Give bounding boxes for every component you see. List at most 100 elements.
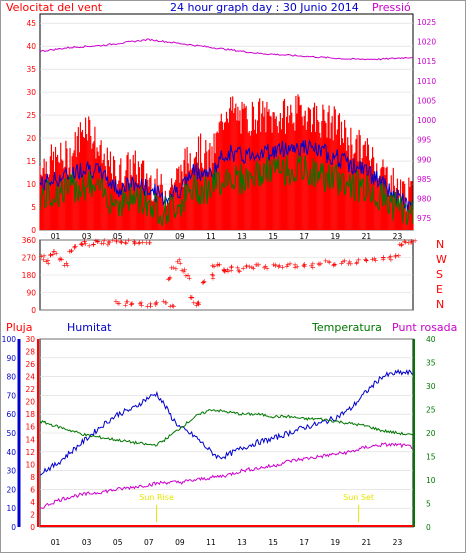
direction-point: + bbox=[181, 268, 187, 276]
direction-point: + bbox=[64, 262, 70, 270]
direction-point: + bbox=[398, 241, 404, 249]
direction-point: + bbox=[173, 265, 179, 273]
humidity-label: Humitat bbox=[67, 321, 112, 334]
pressure-tick-label: 1015 bbox=[417, 57, 436, 66]
humidity-tick-label: 20 bbox=[6, 485, 16, 494]
direction-point: + bbox=[221, 267, 227, 275]
direction-point: + bbox=[363, 257, 369, 265]
hour-tick-label: 07 bbox=[144, 232, 154, 241]
direction-point: + bbox=[396, 252, 402, 260]
direction-point: + bbox=[144, 302, 150, 310]
humidity-tick-label: 80 bbox=[6, 373, 16, 382]
direction-point: + bbox=[171, 302, 177, 310]
direction-point: + bbox=[237, 267, 243, 275]
direction-point: + bbox=[82, 237, 88, 245]
direction-point: + bbox=[51, 248, 57, 256]
direction-point: + bbox=[90, 240, 96, 248]
direction-point: + bbox=[185, 272, 191, 280]
direction-point: + bbox=[129, 300, 135, 308]
direction-point: + bbox=[210, 274, 216, 282]
temperature-tick-label: 25 bbox=[426, 406, 436, 415]
dewpoint-line bbox=[39, 442, 414, 509]
rain-tick-label: 4 bbox=[30, 498, 35, 507]
hour-tick-label: 13 bbox=[237, 538, 247, 547]
direction-point: + bbox=[161, 298, 167, 306]
direction-point: + bbox=[189, 294, 195, 302]
pressure-line bbox=[39, 38, 414, 61]
temperature-tick-label: 40 bbox=[426, 335, 436, 344]
temperature-tick-label: 20 bbox=[426, 429, 436, 438]
direction-point: + bbox=[340, 258, 346, 266]
direction-point: + bbox=[249, 264, 255, 272]
direction-point: + bbox=[83, 240, 89, 248]
direction-point: + bbox=[51, 247, 57, 255]
direction-point: + bbox=[99, 240, 105, 248]
wind-tick-label: 20 bbox=[26, 134, 36, 143]
direction-point: + bbox=[128, 301, 134, 309]
pressure-tick-label: 990 bbox=[417, 155, 432, 164]
direction-point: + bbox=[354, 259, 360, 267]
direction-point: + bbox=[132, 239, 138, 247]
direction-point: + bbox=[137, 238, 143, 246]
direction-point: + bbox=[276, 263, 282, 271]
wind-tick-label: 45 bbox=[26, 19, 36, 28]
pressure-tick-label: 1020 bbox=[417, 37, 436, 46]
direction-point: + bbox=[86, 242, 92, 250]
direction-tick-label: 0 bbox=[31, 306, 36, 315]
direction-point: + bbox=[196, 300, 202, 308]
direction-point: + bbox=[380, 254, 386, 262]
direction-point: + bbox=[272, 261, 278, 269]
hour-tick-label: 19 bbox=[331, 232, 341, 241]
hour-tick-label: 01 bbox=[51, 538, 61, 547]
hour-tick-label: 01 bbox=[51, 232, 61, 241]
rain-tick-label: 10 bbox=[25, 460, 35, 469]
direction-point: + bbox=[191, 299, 197, 307]
sunrise-label: Sun Rise bbox=[139, 493, 174, 502]
direction-point: + bbox=[63, 260, 69, 268]
pressure-tick-label: 1000 bbox=[417, 116, 436, 125]
direction-point: + bbox=[57, 256, 63, 264]
direction-point: + bbox=[339, 260, 345, 268]
direction-point: + bbox=[170, 302, 176, 310]
hour-tick-label: 03 bbox=[82, 538, 92, 547]
direction-point: + bbox=[153, 299, 159, 307]
direction-point: + bbox=[412, 237, 418, 245]
direction-point: + bbox=[106, 238, 112, 246]
temperature-tick-label: 5 bbox=[426, 500, 431, 509]
direction-point: + bbox=[163, 299, 169, 307]
temperature-line bbox=[39, 408, 414, 447]
direction-point: + bbox=[292, 264, 298, 272]
direction-point: + bbox=[388, 253, 394, 261]
rain-tick-label: 16 bbox=[25, 423, 35, 432]
rain-tick-label: 2 bbox=[30, 510, 35, 519]
direction-point: + bbox=[284, 263, 290, 271]
direction-point: + bbox=[113, 238, 119, 246]
direction-point: + bbox=[253, 261, 259, 269]
direction-point: + bbox=[247, 263, 253, 271]
humidity-tick-label: 100 bbox=[2, 335, 17, 344]
direction-point: + bbox=[316, 260, 322, 268]
direction-point: + bbox=[140, 238, 146, 246]
direction-point: + bbox=[292, 261, 298, 269]
hour-tick-label: 05 bbox=[113, 232, 123, 241]
pressure-tick-label: 1010 bbox=[417, 77, 436, 86]
direction-point: + bbox=[186, 274, 192, 282]
direction-point: + bbox=[280, 264, 286, 272]
direction-point: + bbox=[166, 275, 172, 283]
direction-point: + bbox=[66, 247, 72, 255]
direction-point: + bbox=[244, 263, 250, 271]
direction-point: + bbox=[43, 257, 49, 265]
direction-point: + bbox=[168, 264, 174, 272]
direction-point: + bbox=[101, 240, 107, 248]
direction-point: + bbox=[285, 261, 291, 269]
direction-point: + bbox=[174, 258, 180, 266]
wind-direction-panel: ++++++++++++++++++++++++ ++++++ ++++++ +++ +… bbox=[22, 236, 447, 315]
direction-point: + bbox=[106, 239, 112, 247]
direction-point: + bbox=[254, 261, 260, 269]
direction-point: + bbox=[59, 256, 65, 264]
direction-point: + bbox=[302, 260, 308, 268]
direction-point: + bbox=[147, 300, 153, 308]
